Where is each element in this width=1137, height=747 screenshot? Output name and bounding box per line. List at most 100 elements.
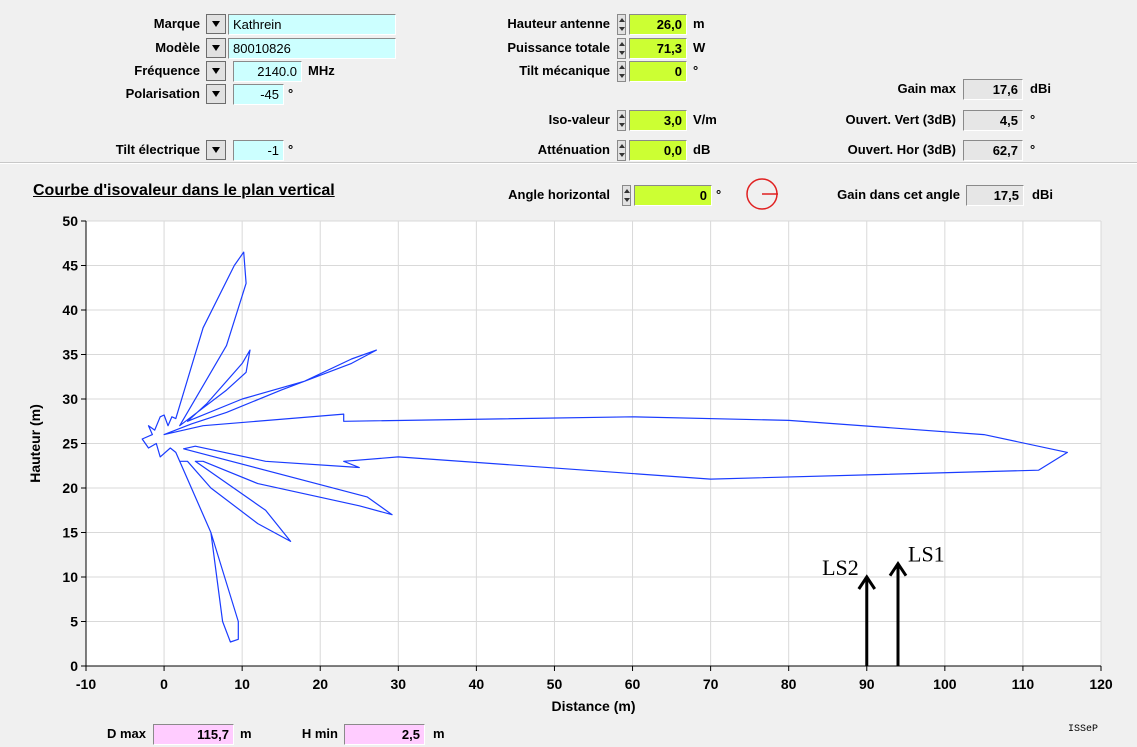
x-tick-label: 80: [781, 676, 797, 692]
arrow-head: [888, 560, 908, 577]
chart-title: Courbe d'isovaleur dans le plan vertical: [33, 182, 335, 199]
puissance-totale-spinner[interactable]: [617, 38, 626, 59]
issep-logo: ISSeP: [1068, 724, 1099, 735]
polarisation-label: Polarisation: [125, 86, 200, 101]
y-tick-label: 20: [62, 480, 78, 496]
hauteur-antenne-spinner[interactable]: [617, 14, 626, 35]
y-tick-label: 35: [62, 347, 78, 363]
hauteur-antenne-label: Hauteur antenne: [507, 16, 610, 31]
polarisation-dropdown-button[interactable]: [206, 84, 226, 104]
x-tick-label: 40: [469, 676, 485, 692]
annotation-label: LS2: [822, 555, 859, 580]
spin-down-icon: [618, 51, 625, 56]
tilt-mecanique-label: Tilt mécanique: [519, 63, 610, 78]
gain-max-label: Gain max: [897, 81, 956, 96]
y-axis-title: Hauteur (m): [27, 404, 43, 483]
gain-max-unit: dBi: [1030, 81, 1051, 96]
y-tick-label: 45: [62, 258, 78, 274]
chevron-down-icon: [212, 68, 220, 74]
frequence-field[interactable]: 2140.0: [233, 61, 302, 82]
y-tick-label: 25: [62, 436, 78, 452]
ouvert-hor-label: Ouvert. Hor (3dB): [847, 142, 956, 157]
modele-dropdown-button[interactable]: [206, 38, 226, 58]
grid-lines: [86, 220, 1102, 666]
chevron-down-icon: [212, 21, 220, 27]
marque-field[interactable]: Kathrein: [228, 14, 396, 35]
modele-label: Modèle: [155, 40, 200, 55]
hauteur-antenne-field[interactable]: 26,0: [629, 14, 687, 35]
modele-field[interactable]: 80010826: [228, 38, 396, 59]
spin-up-icon: [618, 41, 625, 46]
tilt-mecanique-field[interactable]: 0: [629, 61, 687, 82]
y-tick-label: 50: [62, 213, 78, 229]
ouvert-hor-unit: °: [1030, 142, 1036, 157]
polar-angle-icon[interactable]: [742, 174, 782, 214]
tilt-mecanique-spinner[interactable]: [617, 61, 626, 82]
x-tick-label: 90: [859, 676, 875, 692]
puissance-totale-field[interactable]: 71,3: [629, 38, 687, 59]
spin-down-icon: [618, 74, 625, 79]
annotation-label: LS1: [908, 542, 945, 567]
axes: -10 0 10 20 30 40 50 60 70 80 90 100 110 120 0 5 10 15 20 2…: [27, 213, 1113, 714]
hauteur-antenne-unit: m: [693, 16, 705, 31]
tilt-mecanique-unit: °: [693, 63, 699, 78]
x-tick-label: 110: [1012, 676, 1035, 692]
spin-down-icon: [618, 123, 625, 128]
angle-horizontal-field[interactable]: 0: [634, 185, 712, 206]
frequence-unit: MHz: [308, 63, 335, 78]
chevron-down-icon: [212, 91, 220, 97]
x-tick-label: 30: [391, 676, 407, 692]
polarisation-field[interactable]: -45: [233, 84, 284, 105]
tilt-electrique-field[interactable]: -1: [233, 140, 284, 161]
x-tick-label: 120: [1089, 676, 1113, 692]
frequence-dropdown-button[interactable]: [206, 61, 226, 81]
attenuation-field[interactable]: 0,0: [629, 140, 687, 161]
x-axis-title: Distance (m): [551, 698, 635, 714]
iso-valeur-label: Iso-valeur: [548, 112, 610, 127]
x-tick-label: 70: [703, 676, 719, 692]
arrow-head: [857, 574, 877, 590]
marque-dropdown-button[interactable]: [206, 14, 226, 34]
iso-valeur-field[interactable]: 3,0: [629, 110, 687, 131]
dmax-label: D max: [106, 726, 146, 741]
angle-horizontal-spinner[interactable]: [622, 185, 631, 206]
isovalue-curve: [141, 251, 1069, 643]
x-tick-label: 60: [625, 676, 641, 692]
gain-max-field: 17,6: [963, 79, 1023, 100]
dmax-unit: m: [240, 726, 252, 741]
chevron-down-icon: [212, 147, 220, 153]
gain-angle-unit: dBi: [1032, 187, 1053, 202]
curve-layer: [141, 251, 1069, 643]
ouvert-vert-field: 4,5: [963, 110, 1023, 131]
x-tick-label: 10: [234, 676, 250, 692]
ouvert-vert-label: Ouvert. Vert (3dB): [845, 112, 956, 127]
x-tick-label: 100: [933, 676, 957, 692]
spin-up-icon: [618, 113, 625, 118]
puissance-totale-label: Puissance totale: [507, 40, 610, 55]
spin-up-icon: [618, 17, 625, 22]
spin-up-icon: [618, 64, 625, 69]
frequence-label: Fréquence: [134, 63, 200, 78]
gain-angle-label: Gain dans cet angle: [837, 187, 960, 202]
y-tick-label: 40: [62, 302, 78, 318]
attenuation-spinner[interactable]: [617, 140, 626, 161]
angle-horizontal-unit: °: [716, 187, 722, 202]
iso-valeur-unit: V/m: [693, 112, 717, 127]
tilt-electrique-unit: °: [288, 142, 294, 157]
x-tick-label: 20: [312, 676, 328, 692]
y-tick-label: 10: [62, 569, 78, 585]
iso-valeur-spinner[interactable]: [617, 110, 626, 131]
hmin-field: 2,5: [344, 724, 425, 745]
spin-down-icon: [618, 153, 625, 158]
tilt-electrique-dropdown-button[interactable]: [206, 140, 226, 160]
angle-horizontal-label: Angle horizontal: [508, 187, 610, 202]
y-tick-label: 30: [62, 391, 78, 407]
attenuation-unit: dB: [693, 142, 711, 157]
ouvert-vert-unit: °: [1030, 112, 1036, 127]
spin-up-icon: [623, 188, 630, 193]
puissance-totale-unit: W: [693, 40, 706, 55]
spin-up-icon: [618, 143, 625, 148]
x-tick-label: -10: [76, 676, 96, 692]
x-tick-label: 50: [547, 676, 563, 692]
